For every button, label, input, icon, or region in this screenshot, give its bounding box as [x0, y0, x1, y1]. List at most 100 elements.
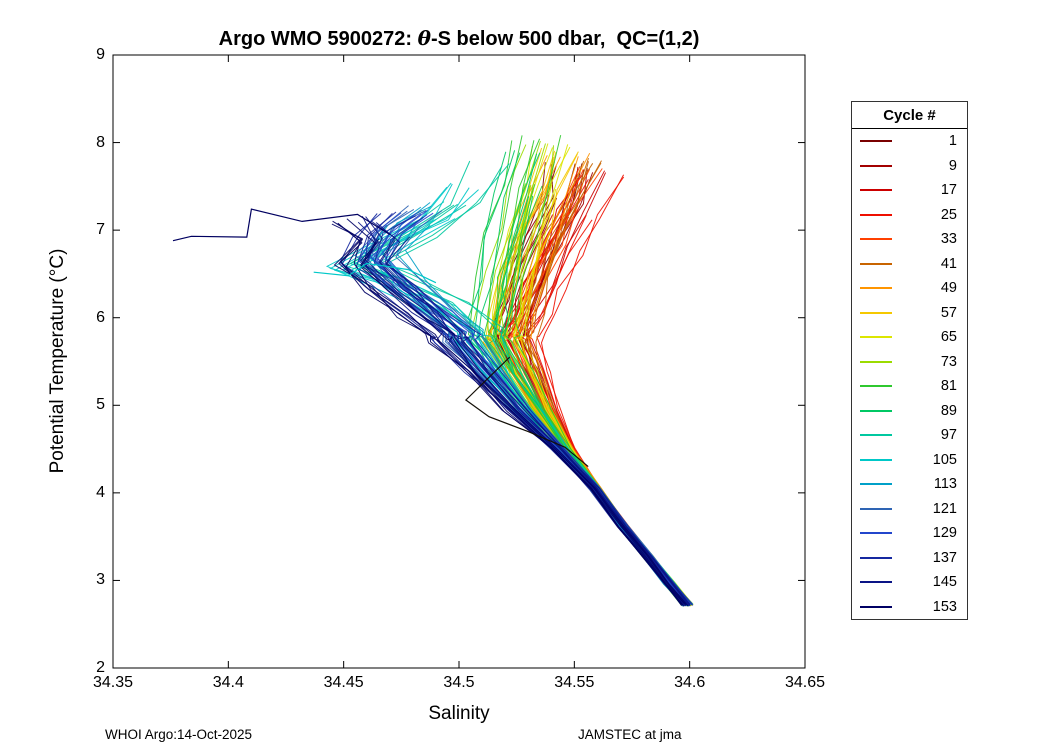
legend-entry-label: 97 — [940, 427, 957, 444]
legend-entry-label: 25 — [940, 206, 957, 223]
legend-line-sample — [860, 434, 892, 437]
legend-entry: 113 — [852, 472, 967, 497]
legend-line-sample — [860, 213, 892, 216]
x-axis-label: Salinity — [428, 703, 490, 724]
profile-line — [360, 238, 689, 607]
legend-entry: 57 — [852, 301, 967, 326]
outlier-profile-line — [313, 262, 437, 284]
legend-line-sample — [860, 336, 892, 339]
legend-entry: 97 — [852, 423, 967, 448]
x-tick-label: 34.65 — [784, 674, 826, 691]
legend-entry-label: 89 — [940, 402, 957, 419]
legend-line-sample — [860, 483, 892, 486]
y-tick-label: 5 — [96, 396, 105, 414]
theta-symbol: θ — [417, 26, 431, 50]
legend-entry: 41 — [852, 252, 967, 277]
legend-line-sample — [860, 556, 892, 559]
legend-line-sample — [860, 532, 892, 535]
legend-entry: 33 — [852, 227, 967, 252]
profiles-group — [172, 134, 694, 607]
legend-title: Cycle # — [852, 102, 967, 129]
legend-line-sample — [860, 287, 892, 290]
y-tick-label: 8 — [96, 133, 105, 151]
legend-entry: 137 — [852, 546, 967, 571]
legend-entry: 105 — [852, 448, 967, 473]
legend-entry: 65 — [852, 325, 967, 350]
y-tick-label: 2 — [96, 659, 105, 676]
legend-entry-label: 81 — [940, 378, 957, 395]
legend-entry-label: 121 — [932, 500, 957, 517]
legend-entry-label: 17 — [940, 182, 957, 199]
legend-entry: 81 — [852, 374, 967, 399]
outlier-profile-line — [172, 208, 391, 242]
legend-rows: 1 9 17 25 33 41 49 57 65 73 81 89 97 105 113 121 129 137 1… — [852, 129, 967, 619]
legend-entry-label: 49 — [940, 280, 957, 297]
profile-line — [395, 210, 693, 605]
y-axis-label: Potential Temperature (°C) — [47, 248, 68, 474]
x-tick-label: 34.4 — [212, 674, 244, 691]
legend-line-sample — [860, 140, 892, 143]
profile-line — [385, 236, 691, 605]
footer-left: WHOI Argo:14-Oct-2025 — [105, 727, 253, 742]
legend-entry-label: 41 — [940, 255, 957, 272]
x-tick-label: 34.35 — [92, 674, 134, 691]
legend-entry-label: 129 — [932, 525, 957, 542]
profile-line — [371, 220, 689, 607]
legend-entry-label: 153 — [932, 598, 957, 615]
legend-line-sample — [860, 238, 892, 241]
x-tick-label: 34.5 — [443, 674, 475, 691]
legend-entry-label: 145 — [932, 574, 957, 591]
legend-entry: 17 — [852, 178, 967, 203]
legend-line-sample — [860, 409, 892, 412]
profile-line — [346, 218, 687, 606]
legend-entry-label: 65 — [940, 329, 957, 346]
legend-line-sample — [860, 458, 892, 461]
legend-entry: 121 — [852, 497, 967, 522]
legend-line-sample — [860, 360, 892, 363]
legend: Cycle # 1 9 17 25 33 41 49 57 65 73 81 89 97 105 113 12… — [851, 101, 968, 620]
y-tick-label: 4 — [96, 483, 105, 501]
profile-line — [379, 240, 690, 607]
legend-entry: 145 — [852, 570, 967, 595]
footer-right: JAMSTEC at jma — [578, 727, 682, 742]
legend-entry-label: 113 — [933, 476, 957, 493]
profile-line — [337, 222, 684, 606]
legend-entry-label: 9 — [948, 157, 957, 174]
legend-entry: 49 — [852, 276, 967, 301]
legend-entry-label: 105 — [932, 451, 957, 468]
legend-entry: 73 — [852, 350, 967, 375]
y-tick-label: 3 — [96, 571, 105, 589]
legend-entry-label: 1 — [948, 133, 957, 150]
legend-entry: 25 — [852, 203, 967, 228]
legend-entry: 89 — [852, 399, 967, 424]
legend-entry-label: 73 — [940, 353, 957, 370]
legend-line-sample — [860, 311, 892, 314]
plot-title-suffix: -S below 500 dbar, QC=(1,2) — [430, 28, 700, 50]
legend-line-sample — [860, 262, 892, 265]
y-tick-label: 9 — [96, 46, 105, 63]
profile-line — [524, 160, 692, 605]
plot-title-prefix: Argo WMO 5900272: — [218, 28, 418, 50]
legend-entry-label: 137 — [932, 549, 957, 566]
legend-entry: 9 — [852, 154, 967, 179]
legend-entry-label: 57 — [940, 304, 957, 321]
x-tick-label: 34.45 — [323, 674, 364, 691]
y-tick-label: 7 — [96, 221, 105, 239]
legend-entry-label: 33 — [940, 231, 957, 248]
legend-line-sample — [860, 385, 892, 388]
legend-line-sample — [860, 507, 892, 510]
x-tick-label: 34.55 — [554, 674, 595, 691]
y-tick-label: 6 — [96, 308, 105, 326]
legend-line-sample — [860, 605, 892, 608]
legend-line-sample — [860, 164, 892, 167]
profile-line — [345, 238, 684, 607]
legend-line-sample — [860, 581, 892, 584]
x-tick-label: 34.6 — [674, 674, 706, 691]
legend-entry: 153 — [852, 595, 967, 620]
legend-line-sample — [860, 189, 892, 192]
outlier-profile-line — [464, 356, 589, 468]
plot-title: Argo WMO 5900272: θ-S below 500 dbar, QC… — [219, 26, 700, 51]
legend-entry: 1 — [852, 129, 967, 154]
